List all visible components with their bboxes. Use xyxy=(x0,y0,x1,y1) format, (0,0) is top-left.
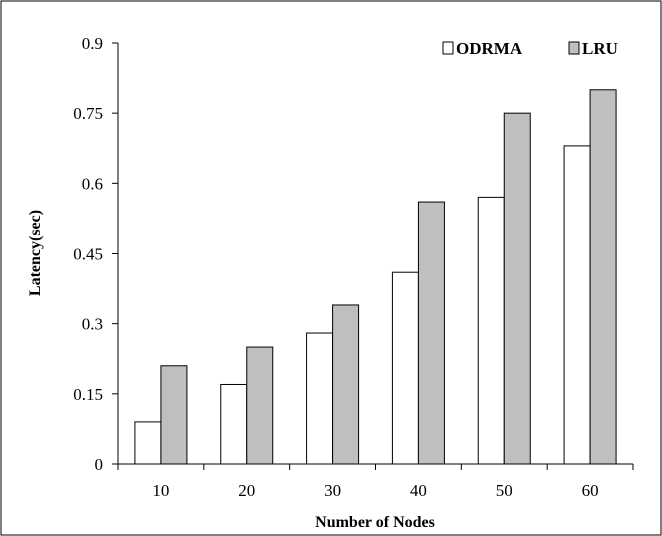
legend-swatch-odrma xyxy=(442,41,454,55)
x-tick-label: 10 xyxy=(152,481,169,500)
y-tick-label: 0.15 xyxy=(73,385,103,404)
bar-odrma-30 xyxy=(306,332,334,465)
x-tick-label: 20 xyxy=(238,481,255,500)
x-tick-label: 40 xyxy=(410,481,427,500)
legend-swatch-lru xyxy=(568,41,580,55)
bar-odrma-10 xyxy=(134,421,162,465)
y-tick-label: 0.3 xyxy=(82,315,103,334)
x-axis-title: Number of Nodes xyxy=(315,514,435,531)
bar-lru-50 xyxy=(503,112,531,465)
bar-lru-60 xyxy=(589,89,617,465)
bar-odrma-40 xyxy=(391,271,419,465)
x-axis: 10 20 30 40 50 60 xyxy=(117,463,634,500)
bar-odrma-60 xyxy=(563,145,591,465)
bars xyxy=(134,89,617,465)
y-axis-title: Latency(sec) xyxy=(27,210,44,296)
bar-odrma-50 xyxy=(477,196,505,465)
x-tick-label: 30 xyxy=(324,481,341,500)
y-axis: 0 0.15 0.3 0.45 0.6 0.75 0.9 xyxy=(73,34,119,474)
y-tick-label: 0.6 xyxy=(82,174,103,193)
bar-lru-30 xyxy=(332,304,360,465)
bar-lru-40 xyxy=(417,201,445,465)
legend-label-odrma: ODRMA xyxy=(456,39,523,58)
bar-lru-10 xyxy=(160,365,188,465)
y-tick-label: 0.9 xyxy=(82,34,103,53)
bar-odrma-20 xyxy=(220,383,248,465)
x-tick-label: 60 xyxy=(582,481,599,500)
x-tick-label: 50 xyxy=(496,481,513,500)
y-tick-label: 0.45 xyxy=(73,245,103,264)
legend-label-lru: LRU xyxy=(582,39,618,58)
y-tick-label: 0.75 xyxy=(73,104,103,123)
y-tick-label: 0 xyxy=(95,455,104,474)
bar-lru-20 xyxy=(246,346,274,465)
legend: ODRMA LRU xyxy=(442,39,618,58)
